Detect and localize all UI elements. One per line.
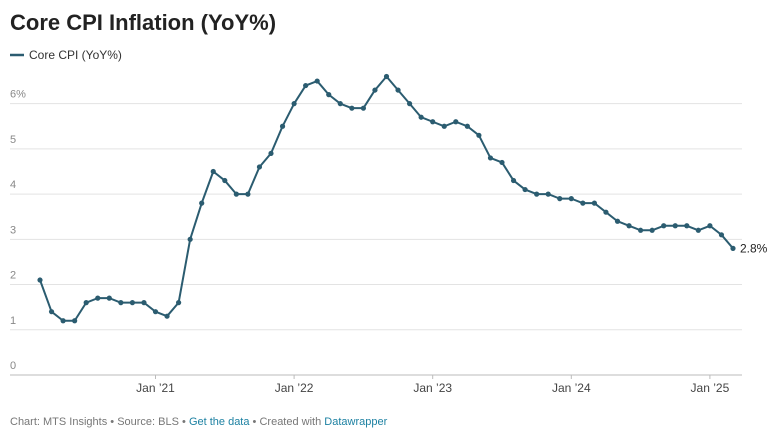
- point: [407, 101, 413, 107]
- point: [545, 191, 551, 197]
- point: [48, 309, 55, 315]
- point: [499, 159, 505, 166]
- source: Source: BLS: [117, 416, 179, 428]
- point: [129, 300, 135, 306]
- point: [245, 191, 251, 197]
- footer: Chart: MTS Insights • Source: BLS • Get …: [10, 416, 388, 428]
- point: [672, 223, 678, 229]
- point: [141, 300, 147, 306]
- point: [603, 209, 609, 215]
- created: Created with: [259, 416, 321, 428]
- point: [360, 105, 366, 111]
- tool-link[interactable]: Datawrapper: [324, 416, 387, 428]
- point: [661, 223, 667, 229]
- point: [60, 318, 66, 324]
- point: [464, 123, 470, 129]
- point: [453, 119, 459, 125]
- point: [684, 223, 690, 229]
- point: [522, 186, 528, 193]
- point: [638, 227, 644, 233]
- point: [337, 101, 343, 107]
- point: [349, 105, 355, 111]
- y-tick-label: 5: [10, 134, 16, 146]
- point: [187, 236, 193, 242]
- point: [152, 309, 159, 315]
- y-tick-label: 6%: [10, 89, 26, 101]
- y-tick-label: 4: [10, 179, 16, 191]
- point: [83, 300, 89, 306]
- point: [395, 87, 401, 93]
- point: [707, 223, 713, 229]
- x-tick-label: Jan ’25: [691, 381, 730, 395]
- point: [626, 223, 632, 229]
- value-label: 2.8%: [740, 241, 768, 255]
- point: [568, 196, 574, 202]
- x-tick-label: Jan ’21: [136, 381, 175, 395]
- point: [476, 132, 482, 138]
- point: [510, 177, 517, 184]
- y-tick-label: 0: [10, 360, 16, 372]
- y-tick-label: 3: [10, 224, 16, 236]
- point: [303, 82, 309, 89]
- legend: Core CPI (YoY%): [10, 48, 122, 62]
- point: [72, 318, 78, 324]
- x-tick-label: Jan ’22: [275, 381, 314, 395]
- point: [210, 168, 216, 175]
- point: [291, 101, 297, 107]
- point: [580, 200, 586, 206]
- point: [557, 196, 563, 202]
- point: [441, 123, 447, 129]
- legend-label: Core CPI (YoY%): [29, 48, 122, 62]
- x-tick-label: Jan ’24: [552, 381, 591, 395]
- point: [534, 191, 540, 197]
- point: [222, 177, 228, 184]
- point: [730, 245, 736, 251]
- point: [326, 92, 332, 98]
- point: [279, 123, 286, 129]
- x-tick-label: Jan ’23: [413, 381, 452, 395]
- point: [430, 119, 436, 125]
- point: [718, 232, 725, 238]
- point: [695, 227, 701, 233]
- point: [164, 313, 170, 319]
- point: [591, 200, 598, 206]
- separator: •: [110, 416, 114, 428]
- point: [614, 218, 621, 224]
- point: [199, 200, 205, 206]
- point: [314, 78, 320, 84]
- point: [95, 295, 101, 301]
- point: [176, 300, 182, 306]
- point: [487, 155, 494, 161]
- point: [118, 300, 124, 306]
- point: [418, 114, 424, 120]
- separator: •: [182, 416, 186, 428]
- point: [649, 227, 655, 233]
- point: [256, 164, 263, 170]
- point: [268, 150, 274, 157]
- y-tick-label: 2: [10, 270, 16, 282]
- get-data-link[interactable]: Get the data: [189, 416, 250, 428]
- point: [233, 191, 239, 197]
- point: [37, 277, 43, 283]
- point: [106, 295, 112, 301]
- y-tick-label: 1: [10, 315, 16, 327]
- separator: •: [253, 416, 257, 428]
- point: [383, 73, 390, 80]
- chart-title: Core CPI Inflation (YoY%): [10, 10, 276, 35]
- point: [372, 87, 378, 93]
- credit: Chart: MTS Insights: [10, 416, 108, 428]
